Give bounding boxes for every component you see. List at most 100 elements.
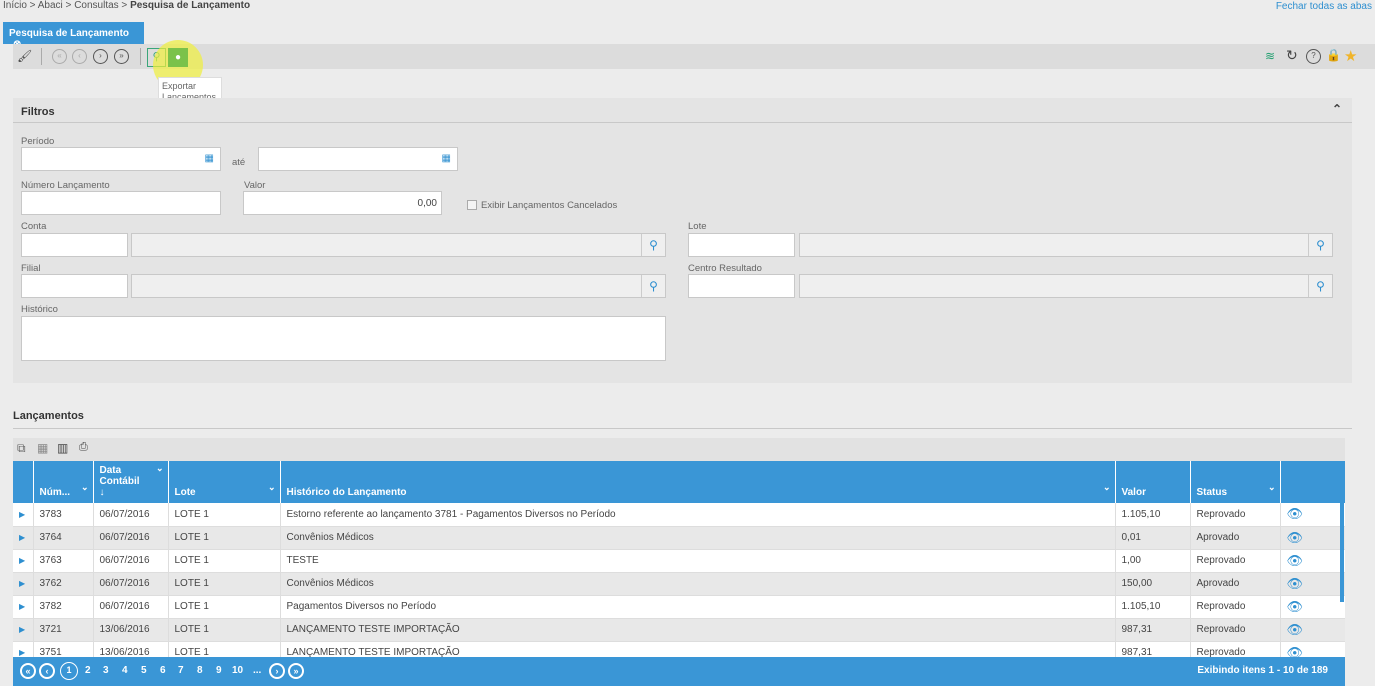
cell-historico: TESTE (280, 549, 1116, 573)
page-3[interactable]: 3 (103, 665, 109, 676)
next-record-icon[interactable]: › (93, 49, 108, 64)
toolbar: 🖌 « ‹ › » ⚲ ● ≋ ↻ ? 🔒 ★ (13, 40, 1375, 90)
database-icon[interactable]: ≋ (1265, 49, 1276, 63)
numero-input[interactable] (21, 191, 221, 215)
first-page-icon[interactable]: « (20, 663, 36, 679)
centro-code-input[interactable] (688, 274, 795, 298)
search-icon[interactable]: ⚲ (1308, 275, 1332, 297)
header-lote[interactable]: Lote ⌄ (168, 461, 281, 503)
header-status[interactable]: Status ⌄ (1190, 461, 1281, 503)
chart-icon[interactable]: ▥ (57, 441, 69, 455)
table-row[interactable]: ▶ 3751 13/06/2016 LOTE 1 LANÇAMENTO TESTE IM… (13, 641, 1345, 657)
view-eye-icon[interactable]: 👁 (1280, 641, 1345, 657)
calendar-icon[interactable]: ▦ (204, 153, 214, 164)
filters-panel: Filtros ⌃ Período ▦ até ▦ Número Lançame… (13, 98, 1352, 383)
first-record-icon[interactable]: « (52, 49, 67, 64)
export-button[interactable]: ● (168, 48, 188, 67)
table-row[interactable]: ▶ 3783 06/07/2016 LOTE 1 Estorno referente a… (13, 503, 1345, 527)
pager: « ‹ 1 2 3 4 5 6 7 8 9 10... › » Exibindo itens 1 … (13, 657, 1345, 686)
conta-label: Conta (21, 221, 47, 232)
header-data[interactable]: Data Contábil ↓ ⌄ (93, 461, 169, 503)
table-row[interactable]: ▶ 3721 13/06/2016 LOTE 1 LANÇAMENTO TESTE IM… (13, 618, 1345, 642)
last-page-icon[interactable]: » (288, 663, 304, 679)
last-record-icon[interactable]: » (114, 49, 129, 64)
next-page-icon[interactable]: › (269, 663, 285, 679)
expand-row-icon[interactable]: ▶ (13, 641, 34, 657)
chevron-down-icon[interactable]: ⌄ (155, 463, 164, 473)
table-row[interactable]: ▶ 3782 06/07/2016 LOTE 1 Pagamentos Diversos… (13, 595, 1345, 619)
chevron-down-icon[interactable]: ⌄ (1102, 482, 1111, 492)
view-eye-icon[interactable]: 👁 (1280, 503, 1345, 527)
cell-valor: 987,31 (1115, 641, 1191, 657)
periodo-end-input[interactable]: ▦ (258, 147, 458, 171)
view-eye-icon[interactable]: 👁 (1280, 618, 1345, 642)
chevron-down-icon[interactable]: ⌄ (80, 482, 89, 492)
conta-code-input[interactable] (21, 233, 128, 257)
divider (13, 428, 1352, 429)
cancelados-checkbox[interactable] (467, 200, 477, 210)
cell-historico: Convênios Médicos (280, 572, 1116, 596)
breadcrumb-abaci[interactable]: Abaci (37, 0, 63, 11)
view-eye-icon[interactable]: 👁 (1280, 595, 1345, 619)
page-2[interactable]: 2 (85, 665, 91, 676)
expand-row-icon[interactable]: ▶ (13, 526, 34, 550)
cell-status: Reprovado (1190, 503, 1281, 527)
page-4[interactable]: 4 (122, 665, 128, 676)
search-icon[interactable]: ⚲ (1308, 234, 1332, 256)
prev-page-icon[interactable]: ‹ (39, 663, 55, 679)
lote-code-input[interactable] (688, 233, 795, 257)
prev-record-icon[interactable]: ‹ (72, 49, 87, 64)
view-eye-icon[interactable]: 👁 (1280, 549, 1345, 573)
historico-textarea[interactable] (21, 316, 666, 361)
clear-brush-icon[interactable]: 🖌 (17, 49, 33, 63)
breadcrumb-consultas[interactable]: Consultas (74, 0, 119, 11)
expand-row-icon[interactable]: ▶ (13, 503, 34, 527)
scrollbar[interactable] (1340, 502, 1344, 602)
page-9[interactable]: 9 (216, 665, 222, 676)
divider (41, 48, 42, 65)
periodo-start-input[interactable]: ▦ (21, 147, 221, 171)
calendar-icon[interactable]: ▦ (441, 153, 451, 164)
table-row[interactable]: ▶ 3763 06/07/2016 LOTE 1 TESTE 1,00 Reprovado 👁 (13, 549, 1345, 573)
header-label: Histórico do Lançamento (286, 487, 407, 498)
columns-icon[interactable]: ⧉ (17, 441, 26, 455)
breadcrumb-inicio[interactable]: Início (3, 0, 27, 11)
collapse-chevron-icon[interactable]: ⌃ (1331, 102, 1342, 116)
cell-data: 06/07/2016 (93, 503, 169, 527)
filial-code-input[interactable] (21, 274, 128, 298)
expand-row-icon[interactable]: ▶ (13, 572, 34, 596)
page-7[interactable]: 7 (178, 665, 184, 676)
expand-row-icon[interactable]: ▶ (13, 618, 34, 642)
group-icon[interactable]: ▦ (37, 441, 49, 455)
expand-row-icon[interactable]: ▶ (13, 595, 34, 619)
historico-label: Histórico (21, 304, 58, 315)
chevron-down-icon[interactable]: ⌄ (267, 482, 276, 492)
page-1[interactable]: 1 (60, 662, 78, 680)
header-numero[interactable]: Núm... ⌄ (33, 461, 94, 503)
close-all-tabs-link[interactable]: Fechar todas as abas (1275, 1, 1372, 12)
table-row[interactable]: ▶ 3762 06/07/2016 LOTE 1 Convênios Médicos 15… (13, 572, 1345, 596)
header-historico[interactable]: Histórico do Lançamento ⌄ (280, 461, 1116, 503)
expand-row-icon[interactable]: ▶ (13, 549, 34, 573)
lock-icon[interactable]: 🔒 (1326, 48, 1341, 62)
page-6[interactable]: 6 (160, 665, 166, 676)
view-eye-icon[interactable]: 👁 (1280, 526, 1345, 550)
periodo-label: Período (21, 136, 55, 147)
chevron-down-icon[interactable]: ⌄ (1267, 482, 1276, 492)
table-row[interactable]: ▶ 3764 06/07/2016 LOTE 1 Convênios Médicos 0,… (13, 526, 1345, 550)
cell-numero: 3762 (33, 572, 94, 596)
page-5[interactable]: 5 (141, 665, 147, 676)
page-8[interactable]: 8 (197, 665, 203, 676)
page-10[interactable]: 10 (232, 665, 244, 676)
view-eye-icon[interactable]: 👁 (1280, 572, 1345, 596)
favorite-star-icon[interactable]: ★ (1344, 48, 1358, 65)
page-more[interactable]: ... (253, 665, 262, 676)
pdf-export-icon[interactable]: ⎙ (79, 441, 88, 453)
search-icon[interactable]: ⚲ (641, 234, 665, 256)
tab-pesquisa-lancamento[interactable]: Pesquisa de Lançamento ⊗ (3, 22, 144, 50)
help-icon[interactable]: ? (1306, 49, 1321, 64)
search-icon[interactable]: ⚲ (641, 275, 665, 297)
header-valor[interactable]: Valor (1115, 461, 1191, 503)
valor-input[interactable]: 0,00 (243, 191, 442, 215)
refresh-icon[interactable]: ↻ (1286, 47, 1298, 63)
